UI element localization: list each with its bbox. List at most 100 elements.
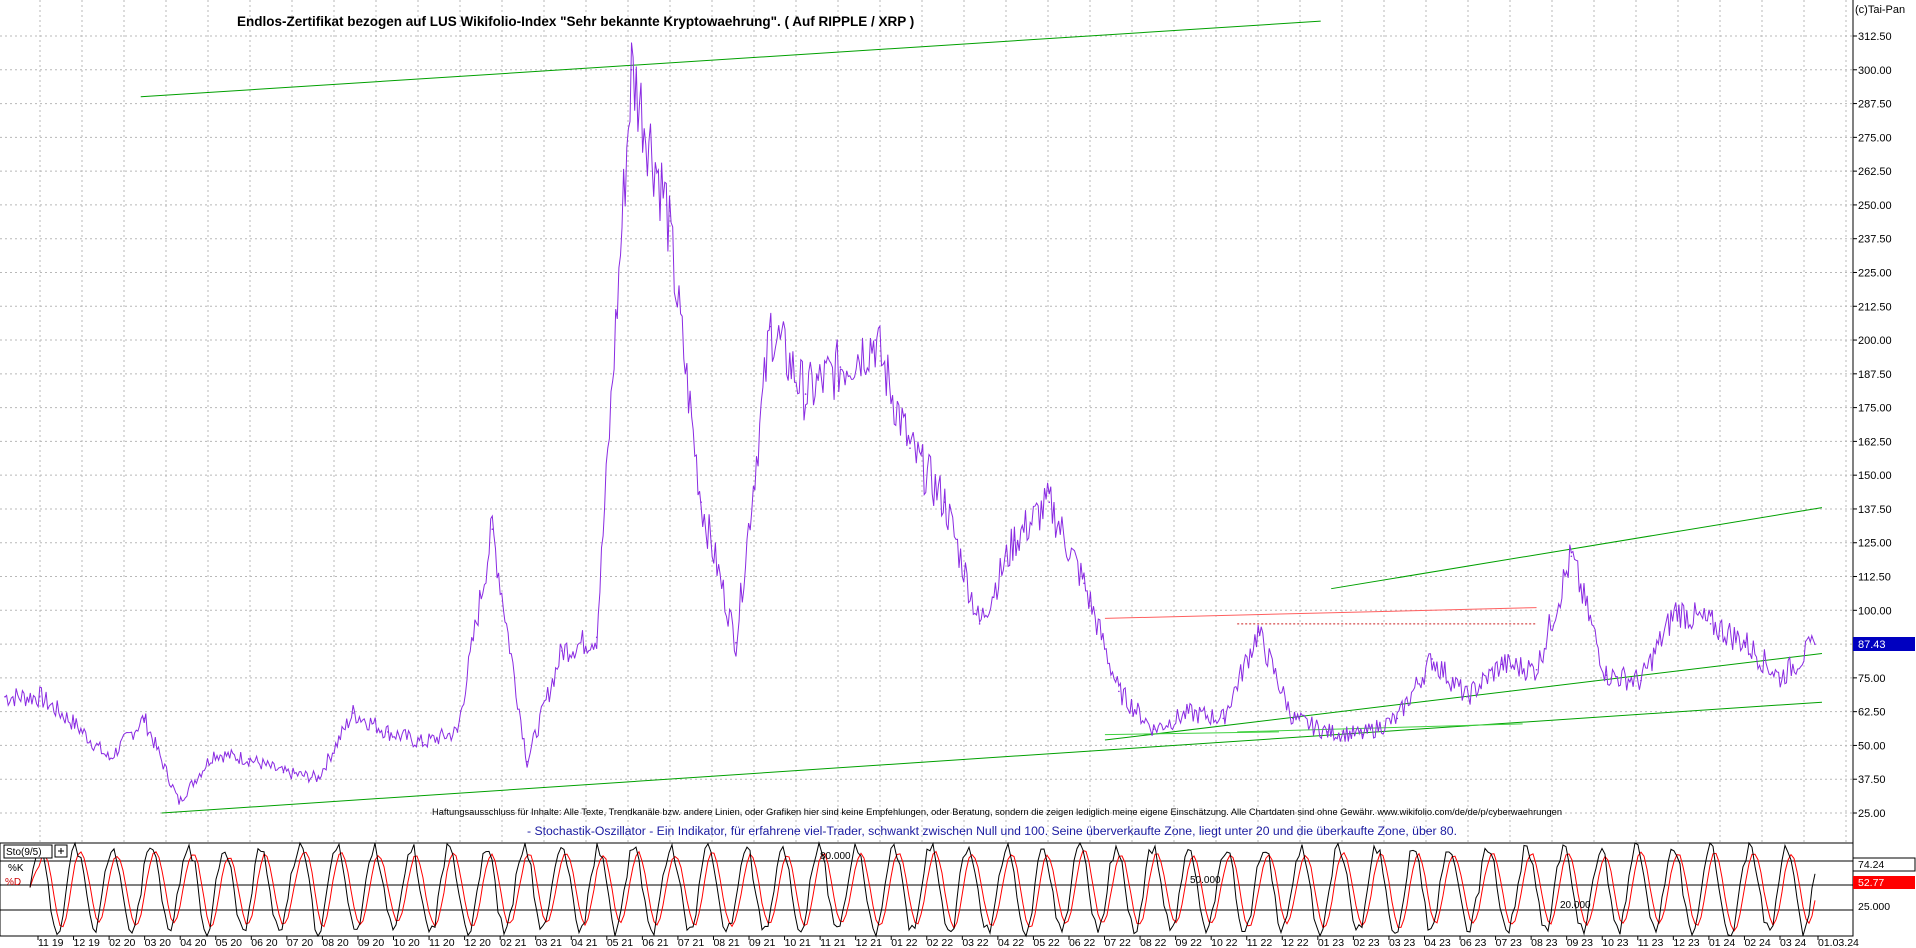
price-point — [1535, 668, 1538, 671]
x-tick-label: 07 23 — [1496, 937, 1522, 948]
price-point — [1431, 658, 1433, 660]
trend-line — [1104, 607, 1537, 619]
y-tick-label: 50.00 — [1858, 740, 1886, 752]
price-point — [1326, 731, 1329, 733]
x-tick-label: 12 19 — [74, 937, 100, 948]
x-tick-label: 11 23 — [1638, 937, 1664, 948]
x-tick-label: 11 19 — [38, 937, 64, 948]
x-tick-label: 01 23 — [1318, 937, 1344, 948]
price-series-line — [4, 42, 1816, 805]
x-tick-label: 10 21 — [785, 937, 811, 948]
x-tick-label: 04 20 — [180, 937, 206, 948]
x-tick-label: 07 21 — [678, 937, 704, 948]
expand-icon[interactable] — [54, 844, 68, 858]
price-point — [1257, 631, 1259, 633]
x-tick-label: 10 22 — [1211, 937, 1237, 948]
price-point — [839, 366, 842, 368]
trend-line — [1331, 507, 1823, 590]
y-tick-label: 175.00 — [1858, 403, 1892, 415]
copyright-label: (c)Tai-Pan — [1855, 4, 1905, 16]
stochastic-k-line — [29, 841, 1816, 938]
price-point — [73, 723, 76, 725]
trend-line — [1104, 731, 1279, 736]
x-tick-label: 09 21 — [749, 937, 775, 948]
y-tick-label: 312.50 — [1858, 31, 1892, 43]
stochastic-d-line — [29, 849, 1816, 932]
x-tick-label: 04 22 — [998, 937, 1024, 948]
price-point — [1048, 501, 1051, 504]
x-tick-label: 03 24 — [1780, 937, 1806, 948]
price-point — [944, 501, 946, 504]
y-tick-label: 100.00 — [1858, 605, 1892, 617]
price-point — [213, 752, 215, 755]
price-point — [387, 731, 389, 733]
price-point — [1640, 679, 1642, 682]
x-tick-label: 12 22 — [1282, 937, 1308, 948]
price-point — [1709, 623, 1712, 625]
stochastic-title: Sto(9/5) — [6, 847, 42, 858]
x-tick-label: 01.03.24 — [1818, 937, 1859, 948]
y-tick-label: 112.50 — [1858, 572, 1891, 584]
x-tick-label: 12 21 — [856, 937, 882, 948]
price-point — [1187, 712, 1190, 714]
price-point — [769, 325, 772, 328]
y-tick-label: 250.00 — [1858, 200, 1892, 212]
price-point — [1570, 555, 1573, 558]
stochastic-header: Sto(9/5) %K %D — [3, 844, 68, 888]
x-tick-label: 09 20 — [358, 937, 384, 948]
x-tick-label: 01 22 — [891, 937, 917, 948]
y-tick-label: 75.00 — [1858, 673, 1886, 685]
price-point — [1152, 728, 1155, 731]
y-tick-label: 237.50 — [1858, 234, 1892, 246]
price-point — [1396, 717, 1399, 720]
price-point — [317, 777, 320, 779]
price-point — [874, 339, 876, 341]
y-tick-label: 200.00 — [1858, 335, 1892, 347]
x-tick-label: 10 23 — [1602, 937, 1628, 948]
y-tick-label: 125.00 — [1858, 538, 1892, 550]
price-point — [1814, 643, 1816, 646]
x-tick-label: 05 20 — [216, 937, 242, 948]
price-point — [108, 758, 111, 760]
y-tick-label: 212.50 — [1858, 301, 1892, 313]
x-tick-label: 11 22 — [1247, 937, 1273, 948]
price-point — [978, 623, 981, 625]
trend-line — [1237, 723, 1523, 733]
level-20-label: 20.000 — [1560, 900, 1591, 911]
x-tick-label: 12 23 — [1673, 937, 1699, 948]
x-tick-label: 07 20 — [287, 937, 313, 948]
price-point — [561, 650, 563, 652]
price-point — [282, 771, 285, 774]
price-point — [909, 447, 911, 449]
x-tick-label: 09 23 — [1567, 937, 1593, 948]
x-tick-label: 11 20 — [429, 937, 455, 948]
y-tick-label: 62.50 — [1858, 707, 1886, 719]
y-tick-label: 275.00 — [1858, 132, 1892, 144]
x-tick-label: 04 23 — [1424, 937, 1450, 948]
price-point — [1361, 733, 1364, 736]
x-tick-label: 02 22 — [927, 937, 953, 948]
price-point — [595, 636, 598, 639]
chart-title: Endlos-Zertifikat bezogen auf LUS Wikifo… — [237, 14, 914, 29]
price-point — [700, 501, 702, 504]
indicator-note: - Stochastik-Oszillator - Ein Indikator,… — [527, 826, 1457, 838]
x-tick-label: 08 23 — [1531, 937, 1557, 948]
x-tick-label: 11 21 — [820, 937, 846, 948]
price-point — [526, 760, 528, 763]
price-point — [178, 801, 180, 803]
y-tick-label: 262.50 — [1858, 166, 1892, 178]
price-point — [804, 393, 807, 395]
y-tick-label: 287.50 — [1858, 99, 1892, 111]
x-tick-label: 02 20 — [109, 937, 135, 948]
last-value-marker: 87.43 — [1853, 637, 1915, 651]
price-point — [665, 204, 668, 206]
price-point — [4, 695, 6, 698]
y-tick-label: 300.00 — [1858, 65, 1892, 77]
price-point — [630, 68, 633, 71]
y-axis: 312.50 300.00 287.50 275.00 262.50 250.00 237.… — [1852, 0, 1892, 843]
x-tick-label: 05 21 — [607, 937, 633, 948]
price-point — [491, 528, 494, 531]
x-tick-label: 02 23 — [1353, 937, 1379, 948]
price-point — [1013, 539, 1016, 541]
